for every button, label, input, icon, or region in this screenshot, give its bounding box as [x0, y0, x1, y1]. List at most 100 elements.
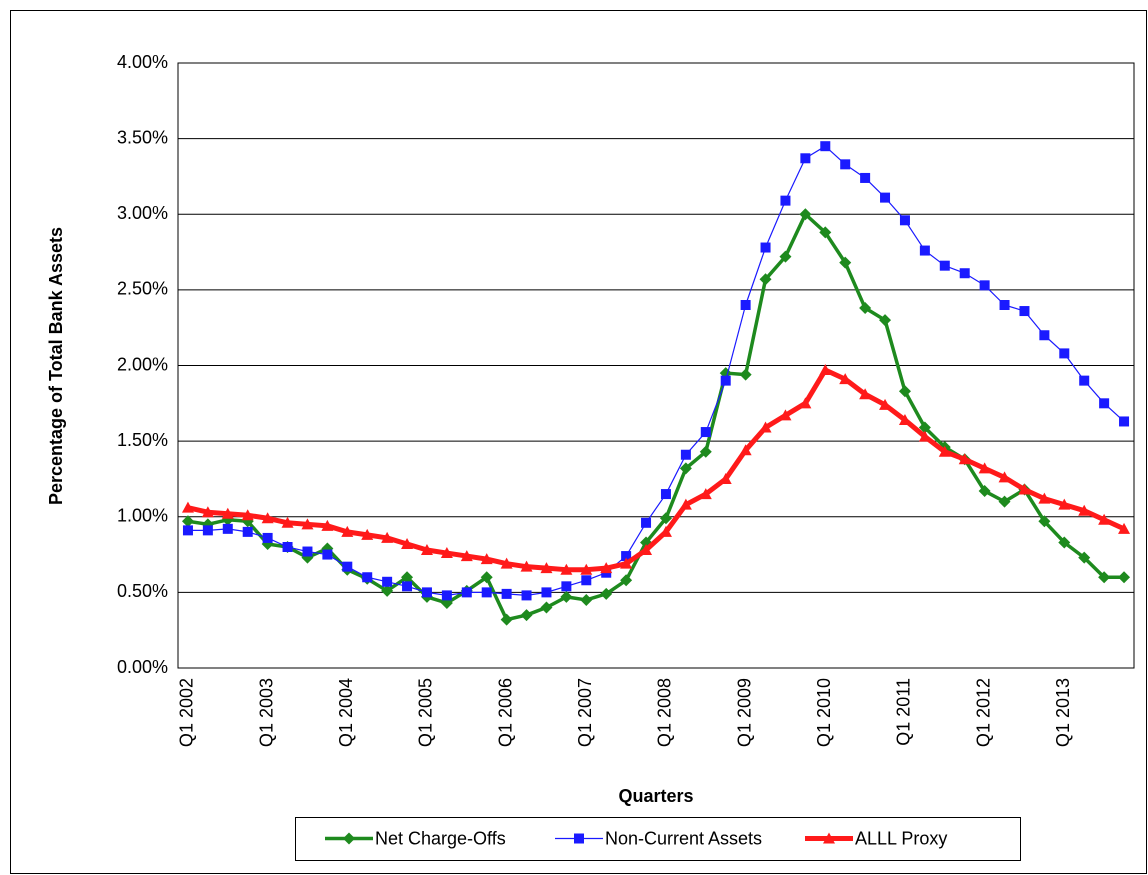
data-point — [820, 141, 831, 152]
y-tick-label: 0.00% — [117, 657, 168, 677]
data-point — [1078, 551, 1091, 564]
y-tick-label: 1.50% — [117, 430, 168, 450]
x-tick-label: Q1 2004 — [336, 678, 356, 747]
data-point — [501, 588, 512, 599]
data-point — [580, 563, 593, 575]
data-point — [880, 192, 891, 203]
data-point — [441, 590, 452, 601]
data-point — [301, 518, 314, 530]
data-point — [760, 242, 771, 253]
data-point — [939, 260, 950, 271]
data-point — [700, 427, 711, 438]
data-point — [780, 195, 791, 206]
data-point — [1019, 306, 1030, 317]
data-point — [859, 302, 872, 315]
data-point — [819, 364, 832, 376]
data-point — [740, 300, 751, 310]
data-point — [839, 373, 852, 385]
data-point — [839, 256, 852, 269]
data-point — [342, 561, 353, 572]
data-point — [520, 560, 533, 572]
data-point — [840, 159, 851, 170]
data-point — [500, 613, 513, 626]
data-point — [898, 413, 911, 425]
legend-label: Non-Current Assets — [605, 828, 762, 848]
data-point — [1118, 571, 1131, 584]
chart-frame — [10, 10, 1147, 874]
y-tick-label: 3.50% — [117, 127, 168, 147]
data-point — [241, 509, 254, 521]
legend-marker — [343, 832, 355, 845]
data-point — [520, 609, 533, 622]
data-point — [640, 544, 653, 556]
data-point — [620, 557, 633, 569]
data-point — [779, 250, 792, 263]
data-point — [898, 385, 911, 398]
x-tick-label: Q1 2007 — [575, 678, 595, 747]
legend-box — [295, 817, 1021, 861]
data-point — [262, 532, 273, 543]
data-point — [1039, 330, 1050, 341]
data-point — [541, 587, 552, 598]
y-tick-label: 2.00% — [117, 354, 168, 374]
data-point — [540, 601, 553, 614]
data-point — [282, 542, 293, 552]
x-tick-label: Q1 2013 — [1053, 678, 1073, 747]
data-point — [1078, 504, 1091, 516]
data-point — [620, 574, 633, 587]
data-point — [281, 516, 294, 528]
data-point — [999, 300, 1010, 310]
data-point — [480, 571, 493, 584]
data-point — [699, 488, 712, 500]
data-point — [978, 485, 991, 498]
data-point — [800, 153, 811, 164]
legend-label: ALLL Proxy — [855, 828, 947, 848]
data-point — [979, 280, 990, 291]
data-point — [699, 445, 712, 458]
data-point — [1079, 375, 1090, 386]
y-tick-label: 2.50% — [117, 279, 168, 299]
data-point — [919, 245, 930, 256]
data-point — [641, 517, 652, 528]
data-point — [381, 531, 394, 543]
data-point — [440, 547, 453, 559]
data-point — [1119, 416, 1130, 427]
data-point — [958, 453, 971, 465]
data-point — [1018, 483, 1031, 495]
x-tick-label: Q1 2002 — [177, 678, 197, 747]
data-point — [918, 430, 931, 442]
data-point — [421, 587, 432, 598]
data-point — [321, 519, 334, 531]
data-point — [799, 208, 812, 221]
data-point — [402, 581, 413, 592]
data-point — [381, 584, 394, 597]
data-point — [879, 398, 892, 410]
y-tick-label: 0.50% — [117, 581, 168, 601]
data-point — [659, 512, 672, 525]
legend-marker — [574, 833, 584, 844]
data-point — [860, 172, 871, 183]
x-tick-label: Q1 2005 — [416, 678, 436, 747]
data-point — [739, 444, 752, 456]
y-tick-label: 3.00% — [117, 203, 168, 223]
data-point — [521, 590, 532, 601]
y-tick-label: 1.00% — [117, 506, 168, 526]
data-point — [859, 388, 872, 400]
data-point — [679, 462, 692, 475]
data-point — [242, 526, 253, 537]
data-point — [998, 495, 1011, 508]
data-point — [461, 587, 472, 598]
data-point — [500, 557, 513, 569]
data-point — [720, 375, 731, 386]
x-tick-label: Q1 2010 — [814, 678, 834, 747]
data-point — [659, 525, 672, 537]
data-point — [302, 546, 313, 557]
x-tick-label: Q1 2006 — [495, 678, 515, 747]
data-point — [401, 537, 414, 549]
legend-marker — [823, 832, 835, 844]
data-point — [222, 523, 233, 534]
data-point — [202, 525, 213, 536]
data-point — [261, 512, 274, 524]
data-point — [759, 421, 772, 433]
